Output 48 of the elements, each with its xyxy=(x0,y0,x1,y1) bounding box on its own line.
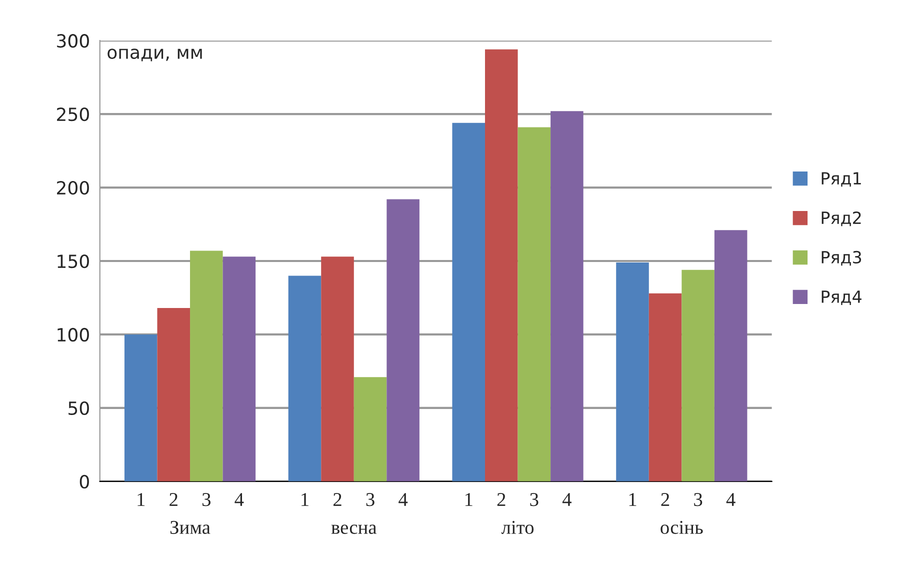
bar xyxy=(485,49,518,482)
y-axis-title: опади, мм xyxy=(108,48,202,62)
y-tick-label: 0 xyxy=(80,474,89,489)
bar xyxy=(550,111,584,482)
y-tick-label: 100 xyxy=(58,328,89,342)
legend-label: Ряд4 xyxy=(822,290,862,306)
x-tick-label: осінь xyxy=(660,520,703,534)
y-tick-label: 250 xyxy=(57,108,89,122)
bar xyxy=(452,122,486,482)
text: 1 xyxy=(138,493,145,506)
y-tick-label: 300 xyxy=(57,34,89,48)
text: 3 xyxy=(366,493,374,506)
text: 3 xyxy=(202,493,211,506)
text: 2 xyxy=(334,493,342,506)
bar xyxy=(124,334,158,482)
bar xyxy=(190,250,223,482)
text: 1 xyxy=(302,493,308,506)
bar xyxy=(714,230,748,482)
bar xyxy=(288,276,322,482)
text: 4 xyxy=(234,493,244,506)
x-tick-label: літо xyxy=(501,520,534,534)
bar xyxy=(222,256,256,482)
text: 4 xyxy=(726,493,736,506)
y-tick-label: 200 xyxy=(57,180,89,195)
text: 4 xyxy=(562,493,572,506)
legend-label: Ряд2 xyxy=(822,211,861,226)
y-tick-label: 50 xyxy=(68,401,89,416)
y-tick-label: 150 xyxy=(58,254,89,268)
bar xyxy=(354,377,387,482)
bar xyxy=(616,262,649,482)
text: 4 xyxy=(398,493,408,506)
text: 2 xyxy=(497,493,506,506)
text: 3 xyxy=(530,493,538,506)
bar xyxy=(321,256,354,482)
bar xyxy=(682,270,714,482)
text: 2 xyxy=(170,493,178,506)
bar xyxy=(518,127,551,482)
text: 1 xyxy=(465,493,472,506)
bar xyxy=(157,308,190,482)
x-tick-label: весна xyxy=(331,524,377,534)
legend-label: Ряд1 xyxy=(822,172,861,187)
text: 1 xyxy=(629,493,636,506)
bar xyxy=(648,293,682,482)
bar xyxy=(386,199,420,482)
legend-label: Ряд3 xyxy=(822,250,862,266)
x-tick-label: Зима xyxy=(170,520,210,534)
text: 3 xyxy=(694,493,702,506)
text: 2 xyxy=(661,493,670,506)
